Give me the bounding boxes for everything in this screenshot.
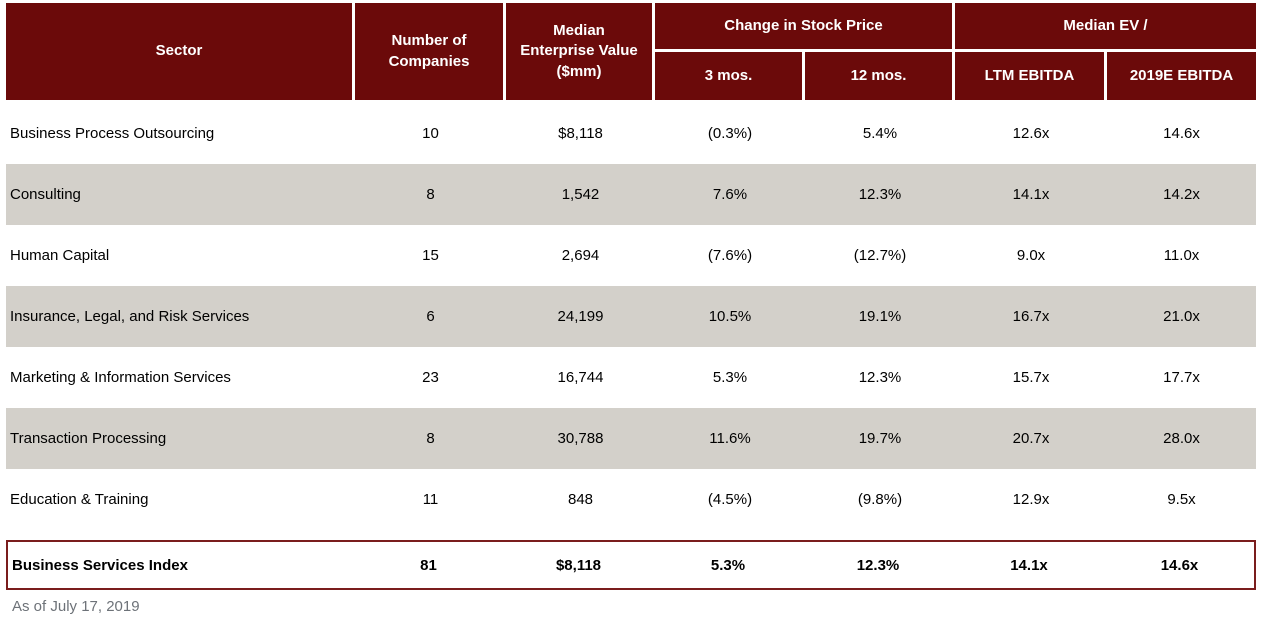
- cell-sector: Business Services Index: [12, 556, 188, 574]
- cell-2019e-ebitda: 14.6x: [1163, 125, 1200, 142]
- cell-companies: 11: [422, 491, 439, 508]
- cell-companies: 8: [426, 430, 435, 447]
- cell-change-12mos: 12.3%: [858, 369, 902, 386]
- header-change-in-stock-price-group: Change in Stock Price: [655, 3, 952, 49]
- table-row: Human Capital 15 2,694 (7.6%) (12.7%) 9.…: [6, 225, 1256, 286]
- cell-change-3mos: 11.6%: [709, 430, 751, 447]
- cell-change-12mos: 12.3%: [858, 186, 902, 203]
- cell-sector: Transaction Processing: [10, 430, 167, 447]
- cell-ltm-ebitda: 14.1x: [1012, 186, 1050, 203]
- cell-change-3mos: (7.6%): [707, 247, 753, 264]
- header-2019e-ebitda: 2019E EBITDA: [1107, 52, 1256, 100]
- header-12-mos: 12 mos.: [805, 52, 952, 100]
- header-3-mos: 3 mos.: [655, 52, 802, 100]
- cell-enterprise-value: 16,744: [557, 369, 604, 386]
- header-number-of-companies: Number of Companies: [355, 3, 503, 100]
- cell-2019e-ebitda: 17.7x: [1163, 369, 1200, 386]
- cell-enterprise-value: 2,694: [561, 247, 600, 264]
- cell-companies: 6: [426, 308, 435, 325]
- cell-enterprise-value: 848: [567, 491, 594, 508]
- cell-ltm-ebitda: 16.7x: [1012, 308, 1050, 325]
- cell-companies: 15: [422, 247, 439, 264]
- cell-sector: Human Capital: [10, 247, 110, 264]
- header-median-enterprise-value: Median Enterprise Value ($mm): [506, 3, 652, 100]
- cell-ltm-ebitda: 15.7x: [1012, 369, 1050, 386]
- table-row: Marketing & Information Services 23 16,7…: [6, 347, 1256, 408]
- cell-companies: 10: [422, 125, 439, 142]
- cell-ltm-ebitda: 12.9x: [1012, 491, 1050, 508]
- cell-enterprise-value: 24,199: [557, 308, 604, 325]
- table-row: Education & Training 11 848 (4.5%) (9.8%…: [6, 469, 1256, 530]
- cell-change-12mos: 5.4%: [862, 125, 898, 142]
- cell-change-3mos: 10.5%: [708, 308, 752, 325]
- cell-ltm-ebitda: 9.0x: [1016, 247, 1046, 264]
- cell-change-12mos: 19.1%: [858, 308, 902, 325]
- cell-companies: 8: [426, 186, 435, 203]
- cell-enterprise-value: 1,542: [561, 186, 600, 203]
- cell-change-3mos: 5.3%: [712, 369, 748, 386]
- header-sector: Sector: [6, 3, 352, 100]
- cell-companies: 23: [422, 369, 439, 386]
- cell-2019e-ebitda: 14.2x: [1163, 186, 1200, 203]
- cell-sector: Insurance, Legal, and Risk Services: [10, 308, 250, 325]
- table-row: Transaction Processing 8 30,788 11.6% 19…: [6, 408, 1256, 469]
- cell-change-12mos: (12.7%): [853, 247, 907, 264]
- table-row: Consulting 8 1,542 7.6% 12.3% 14.1x 14.2…: [6, 164, 1256, 225]
- cell-change-3mos: (4.5%): [707, 491, 753, 508]
- cell-change-3mos: 5.3%: [710, 556, 746, 574]
- cell-enterprise-value: 30,788: [557, 430, 604, 447]
- cell-ltm-ebitda: 20.7x: [1012, 430, 1050, 447]
- table-row: Insurance, Legal, and Risk Services 6 24…: [6, 286, 1256, 347]
- table-body: Business Process Outsourcing 10 $8,118 (…: [6, 103, 1256, 530]
- cell-2019e-ebitda: 28.0x: [1163, 430, 1200, 447]
- table-header: Sector Number of Companies Median Enterp…: [6, 3, 1256, 100]
- cell-ltm-ebitda: 12.6x: [1012, 125, 1050, 142]
- header-median-ev-group: Median EV /: [955, 3, 1256, 49]
- header-ltm-ebitda: LTM EBITDA: [955, 52, 1104, 100]
- cell-ltm-ebitda: 14.1x: [1010, 556, 1048, 574]
- sector-valuation-table: Sector Number of Companies Median Enterp…: [6, 3, 1256, 590]
- cell-2019e-ebitda: 14.6x: [1160, 556, 1199, 574]
- cell-enterprise-value: $8,118: [558, 125, 603, 142]
- cell-change-12mos: 12.3%: [856, 556, 900, 574]
- cell-sector: Education & Training: [10, 491, 149, 508]
- cell-sector: Marketing & Information Services: [10, 369, 231, 386]
- business-services-index-row: Business Services Index 81 $8,118 5.3% 1…: [6, 540, 1256, 590]
- cell-enterprise-value: $8,118: [555, 556, 602, 574]
- cell-sector: Consulting: [10, 186, 81, 203]
- cell-change-12mos: (9.8%): [857, 491, 903, 508]
- cell-2019e-ebitda: 11.0x: [1163, 247, 1200, 264]
- cell-change-12mos: 19.7%: [858, 430, 902, 447]
- cell-2019e-ebitda: 9.5x: [1167, 491, 1196, 508]
- cell-change-3mos: (0.3%): [707, 125, 753, 142]
- cell-companies: 81: [420, 556, 437, 574]
- cell-2019e-ebitda: 21.0x: [1163, 308, 1200, 325]
- cell-change-3mos: 7.6%: [712, 186, 748, 203]
- cell-sector: Business Process Outsourcing: [10, 125, 215, 142]
- table-row: Business Process Outsourcing 10 $8,118 (…: [6, 103, 1256, 164]
- as-of-date-footnote: As of July 17, 2019: [12, 598, 140, 615]
